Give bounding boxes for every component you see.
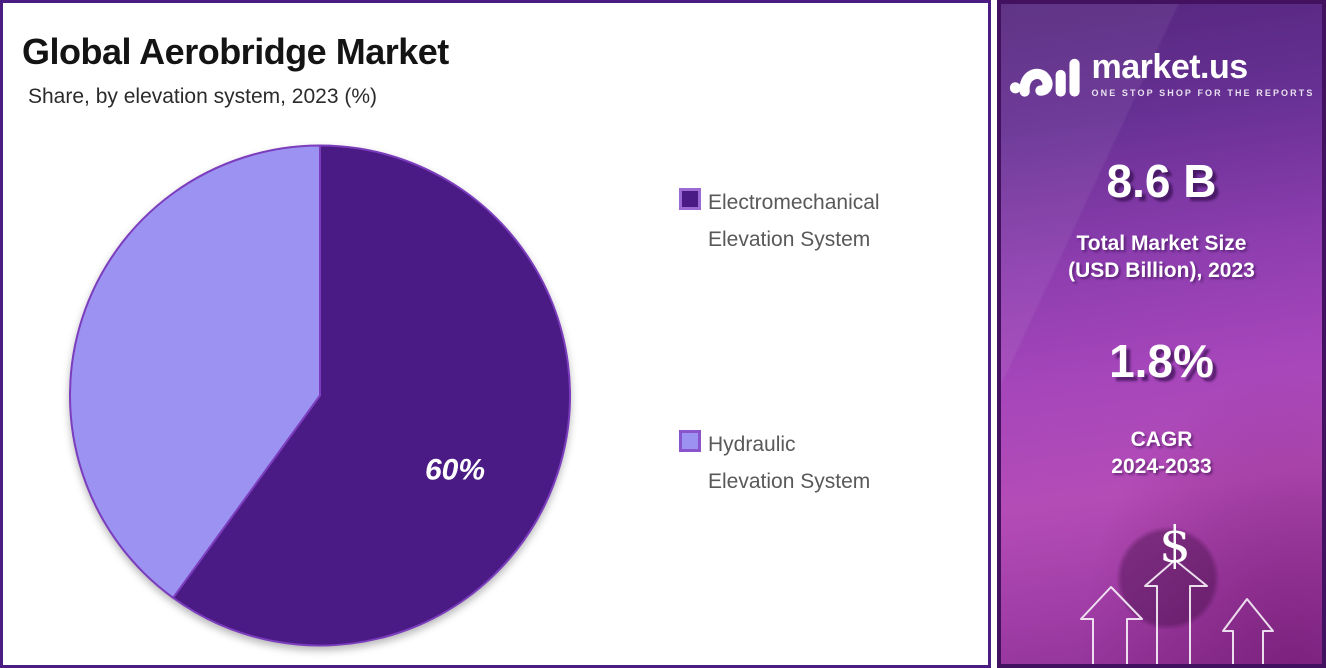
legend-item-hydraulic: Hydraulic Elevation System [679,427,919,501]
chart-subtitle: Share, by elevation system, 2023 (%) [28,85,378,108]
growth-arrow-left [1080,586,1143,664]
market-size-label-line1: Total Market Size [1076,232,1247,255]
cagr-label: CAGR 2024-2033 [1001,426,1322,481]
brand-name: market.us [1091,48,1249,86]
cagr-label-line2: 2024-2033 [1111,455,1212,479]
pie-chart: 60% [67,141,573,650]
legend-swatch-hydraulic-icon [679,430,701,452]
legend-item-electromechanical: Electromechanical Elevation System [679,185,919,259]
market-size-label: Total Market Size (USD Billion), 2023 [1001,230,1322,285]
pie-data-label: 60% [425,454,485,487]
marketus-logo-icon [1009,58,1080,97]
growth-arrow-right [1222,598,1274,664]
growth-arrows-icon: $ [1080,516,1274,664]
legend-item-label: Electromechanical Elevation System [708,191,880,251]
market-size-label-line2: (USD Billion), 2023 [1068,259,1255,283]
brand-sidebar: market.us ONE STOP SHOP FOR THE REPORTS … [997,0,1326,668]
pie-slice-electromechanical [172,144,571,647]
market-size-value: 8.6 B [1106,155,1217,207]
legend-swatch-rect [679,430,701,452]
brand-tagline: ONE STOP SHOP FOR THE REPORTS [1091,88,1315,98]
legend-item-label: Hydraulic Elevation System [708,433,871,493]
growth-arrow-middle [1144,559,1208,664]
chart-panel: Global Aerobridge Market Share, by eleva… [0,0,991,668]
cagr-value: 1.8% [1109,335,1214,387]
pie-slice-hydraulic [68,144,321,599]
marketus-logo: market.us ONE STOP SHOP FOR THE REPORTS [1001,44,1322,104]
legend-swatch-rect [679,188,701,210]
page-title: Global Aerobridge Market [22,31,449,72]
cagr-label-line1: CAGR [1130,428,1193,451]
legend-swatch-electromechanical-icon [679,188,701,210]
logo-text: market.us ONE STOP SHOP FOR THE REPORTS [1092,50,1315,98]
dollar-icon: $ [1159,516,1191,574]
pie-chart-svg: 60% [68,144,571,647]
